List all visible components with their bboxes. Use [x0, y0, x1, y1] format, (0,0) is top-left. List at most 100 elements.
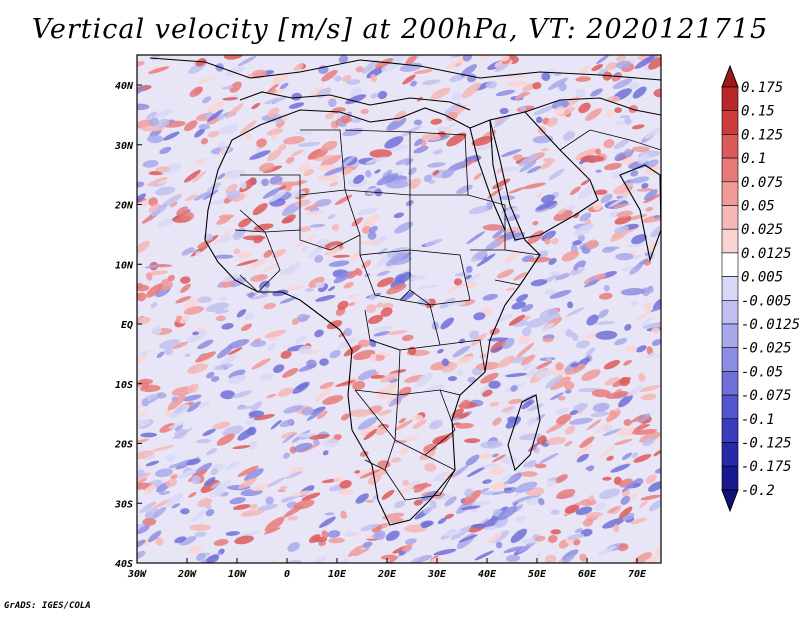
velocity-patch [498, 207, 520, 220]
velocity-patch [412, 414, 424, 422]
velocity-patch [639, 500, 648, 508]
velocity-patch [337, 300, 349, 310]
velocity-patch [349, 87, 363, 97]
velocity-patch [283, 405, 304, 414]
velocity-patch [272, 289, 289, 297]
velocity-patch [398, 417, 406, 424]
velocity-patch [536, 360, 553, 370]
velocity-patch [370, 93, 379, 99]
velocity-patch [620, 288, 645, 296]
velocity-patch [615, 60, 632, 69]
velocity-patch [151, 506, 167, 519]
velocity-patch [631, 452, 639, 459]
velocity-patch [249, 150, 271, 160]
velocity-patch [614, 215, 632, 225]
velocity-patch [206, 554, 220, 563]
velocity-patch [495, 541, 503, 549]
velocity-patch [472, 144, 493, 152]
velocity-patch [564, 425, 576, 435]
velocity-patch [596, 545, 616, 557]
velocity-patch [474, 550, 495, 561]
velocity-patch [385, 180, 409, 189]
velocity-patch [316, 410, 328, 420]
velocity-patch [165, 454, 176, 463]
velocity-patch [495, 89, 515, 97]
velocity-patch [577, 266, 584, 271]
velocity-patch [200, 479, 220, 494]
velocity-patch [456, 184, 473, 195]
velocity-patch [470, 250, 488, 262]
velocity-patch [168, 461, 189, 468]
velocity-patch [236, 309, 247, 318]
colorbar-level-label: 0.125 [741, 127, 783, 143]
velocity-patch [308, 276, 325, 289]
velocity-patch [551, 100, 570, 110]
velocity-patch [205, 509, 215, 517]
velocity-patch [595, 421, 613, 434]
velocity-patch [197, 339, 214, 350]
velocity-patch [306, 359, 317, 369]
velocity-patch [497, 505, 518, 521]
velocity-patch [573, 260, 586, 271]
velocity-patch [543, 157, 555, 163]
velocity-patch [149, 129, 162, 137]
velocity-patch [228, 369, 246, 379]
velocity-patch [437, 125, 446, 132]
velocity-patch [401, 334, 414, 342]
velocity-patch [247, 440, 258, 450]
velocity-patch [521, 400, 533, 410]
velocity-patch [638, 372, 646, 382]
velocity-patch [273, 364, 285, 374]
velocity-patch [347, 270, 358, 279]
velocity-patch [546, 421, 567, 434]
velocity-patch [361, 213, 381, 230]
velocity-patch [184, 169, 201, 183]
velocity-patch [268, 189, 287, 203]
velocity-patch [585, 332, 598, 340]
velocity-patch [332, 254, 351, 258]
velocity-patch [576, 340, 590, 349]
lon-tick-label: 50E [528, 569, 547, 580]
velocity-patch [232, 230, 245, 240]
velocity-patch [229, 497, 246, 505]
velocity-patch [164, 409, 172, 417]
velocity-patch [278, 143, 287, 151]
velocity-patch [616, 210, 633, 218]
velocity-patch [145, 460, 160, 467]
velocity-patch [545, 356, 552, 361]
velocity-patch [288, 180, 308, 187]
velocity-patch [380, 554, 397, 560]
velocity-patch [614, 107, 622, 114]
velocity-patch [365, 303, 377, 314]
velocity-patch [355, 493, 369, 504]
velocity-patch [137, 477, 148, 486]
velocity-patch [306, 409, 322, 421]
velocity-patch [292, 381, 310, 394]
velocity-patch [155, 537, 164, 546]
velocity-patch [641, 183, 649, 189]
velocity-patch [503, 546, 524, 554]
velocity-patch [446, 111, 458, 121]
velocity-patch [184, 120, 198, 132]
colorbar-swatch [721, 181, 739, 206]
velocity-patch [564, 504, 579, 514]
velocity-patch [421, 133, 441, 141]
velocity-patch [369, 149, 393, 159]
velocity-patch [148, 393, 163, 404]
velocity-patch [299, 163, 311, 172]
velocity-patch [222, 97, 238, 101]
velocity-patch [386, 393, 401, 404]
velocity-patch [237, 427, 255, 441]
political-borders [234, 129, 661, 501]
velocity-patch [404, 374, 426, 383]
velocity-patch [520, 471, 538, 477]
colorbar: 0.175 0.15 0.125 0.1 0.075 0.05 0.025 0.0125 0.0… [721, 64, 800, 513]
velocity-patch [591, 64, 604, 72]
velocity-patch [585, 108, 602, 121]
velocity-patch [414, 138, 423, 147]
velocity-patch [301, 407, 314, 416]
colorbar-level-label: 0.0125 [741, 246, 792, 262]
velocity-patch [367, 231, 377, 240]
velocity-patch [534, 463, 547, 469]
velocity-patch [329, 349, 341, 359]
